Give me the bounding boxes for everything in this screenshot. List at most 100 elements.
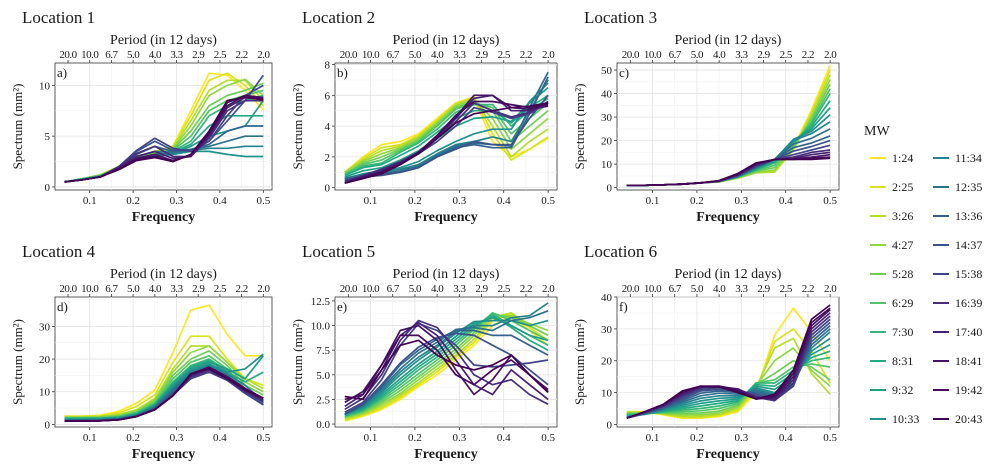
x-axis-title: Frequency	[696, 447, 760, 462]
x-tick-label: 0.5	[823, 432, 837, 444]
x2-tick-label: 4.0	[713, 283, 726, 295]
x-tick-label: 0.4	[497, 432, 511, 444]
legend-label: 4:27	[892, 238, 913, 252]
x-tick-label: 0.1	[364, 432, 378, 444]
x2-tick-label: 2.9	[192, 49, 205, 61]
y-axis-title: Spectrum (mm²)	[572, 84, 587, 170]
legend-item: 18:41	[933, 354, 982, 368]
x2-tick-label: 20.0	[340, 283, 358, 295]
x-tick-label: 0.1	[83, 432, 97, 444]
y-tick-label: 50	[601, 65, 613, 77]
legend-label: 15:38	[955, 267, 982, 281]
x-tick-label: 0.5	[541, 432, 555, 444]
plot-background	[616, 62, 840, 191]
x-axis-title: Frequency	[132, 447, 196, 462]
series-lines	[64, 72, 264, 183]
y-tick-label: 20	[39, 354, 51, 366]
y-tick-label: 30	[601, 324, 613, 336]
y-tick-label: 0	[325, 183, 331, 195]
x2-tick-label: 6.7	[669, 49, 682, 61]
legend-label: 20:43	[955, 412, 982, 426]
x2-tick-label: 2.5	[214, 49, 227, 61]
x-tick-label: 0.3	[734, 432, 748, 444]
chart-panel: Location 5 0.1 0.2 0.3 0.4 0.5 0.0 2.5 5.0 7.5 10.…	[290, 242, 558, 462]
y-tick-label: 8	[325, 60, 331, 72]
x2-tick-label: 3.3	[735, 283, 748, 295]
x-tick-label: 0.2	[126, 432, 140, 444]
x2-tick-label: 4.0	[431, 283, 444, 295]
legend-item: 13:36	[933, 209, 982, 223]
x2-tick-label: 2.0	[824, 283, 837, 295]
y-tick-label: 20	[601, 356, 613, 368]
series-line	[344, 102, 549, 175]
x-tick-label: 0.4	[213, 195, 227, 207]
y-axis-title: Spectrum (mm²)	[10, 84, 25, 170]
y-tick-label: 6	[325, 90, 331, 102]
legend: MW 1:242:253:264:275:286:297:308:319:321…	[864, 124, 982, 426]
x2-tick-label: 2.5	[214, 283, 227, 295]
x2-tick-label: 3.3	[170, 49, 183, 61]
y-tick-label: 12.5	[311, 296, 331, 308]
x2-tick-label: 20.0	[622, 49, 640, 61]
legend-item: 3:26	[870, 209, 913, 223]
y-tick-label: 10	[39, 80, 51, 92]
series-line	[344, 94, 549, 181]
chart-panel: Location 2 0.1 0.2 0.3 0.4 0.5 0 2 4 6 8 20.0 10.0 6.…	[290, 8, 558, 225]
legend-label: 7:30	[892, 325, 913, 339]
panel-title: Location 6	[584, 242, 657, 261]
panel-tag: c)	[619, 65, 629, 80]
legend-item: 16:39	[933, 296, 982, 310]
x2-tick-label: 20.0	[622, 283, 640, 295]
legend-item: 9:32	[870, 383, 913, 397]
panel-tag: f)	[619, 299, 628, 314]
y-tick-label: 10	[601, 159, 613, 171]
x-tick-label: 0.5	[541, 195, 555, 207]
x2-tick-label: 10.0	[644, 283, 662, 295]
x2-tick-label: 10.0	[81, 49, 99, 61]
legend-title: MW	[864, 124, 890, 139]
y-tick-label: 10.0	[311, 321, 331, 333]
x2-tick-label: 20.0	[59, 49, 77, 61]
series-line	[344, 99, 549, 174]
plot-background	[54, 296, 273, 428]
x2-tick-label: 5.0	[409, 283, 422, 295]
y-tick-label: 0	[607, 419, 613, 431]
legend-item: 4:27	[870, 238, 913, 252]
y-tick-label: 0	[45, 419, 51, 431]
x2-axis-title: Period (in 12 days)	[393, 267, 500, 282]
x-tick-label: 0.5	[256, 195, 270, 207]
x2-tick-label: 2.9	[757, 49, 770, 61]
x-axis-title: Frequency	[132, 210, 196, 225]
x-tick-label: 0.4	[779, 195, 793, 207]
x-axis-title: Frequency	[414, 447, 478, 462]
x2-tick-label: 2.2	[802, 283, 814, 295]
x2-tick-label: 2.5	[498, 49, 511, 61]
x2-tick-label: 2.2	[520, 49, 532, 61]
series-lines	[64, 304, 264, 422]
x2-tick-label: 2.2	[235, 49, 247, 61]
legend-item: 6:29	[870, 296, 913, 310]
x2-axis-title: Period (in 12 days)	[110, 267, 217, 282]
y-tick-label: 2.5	[316, 394, 330, 406]
legend-label: 8:31	[892, 354, 913, 368]
legend-item: 5:28	[870, 267, 913, 281]
x-tick-label: 0.1	[646, 195, 660, 207]
legend-label: 16:39	[955, 296, 982, 310]
panel-tag: b)	[337, 65, 348, 80]
x2-tick-label: 2.0	[257, 283, 270, 295]
chart-panel: Location 3 0.1 0.2 0.3 0.4 0.5 0 10 20 30 40 50 20.0…	[572, 8, 840, 225]
panel-tag: d)	[57, 299, 68, 314]
series-lines	[344, 71, 549, 184]
x-tick-label: 0.2	[408, 432, 422, 444]
series-line	[344, 102, 549, 184]
y-tick-label: 30	[601, 112, 613, 124]
series-lines	[344, 302, 549, 422]
panel-title: Location 1	[22, 8, 95, 27]
x2-tick-label: 5.0	[691, 283, 704, 295]
y-tick-label: 0	[45, 182, 51, 194]
legend-label: 11:34	[955, 151, 982, 165]
x2-axis-title: Period (in 12 days)	[675, 33, 782, 48]
x2-tick-label: 10.0	[644, 49, 662, 61]
y-tick-label: 0.0	[316, 419, 330, 431]
